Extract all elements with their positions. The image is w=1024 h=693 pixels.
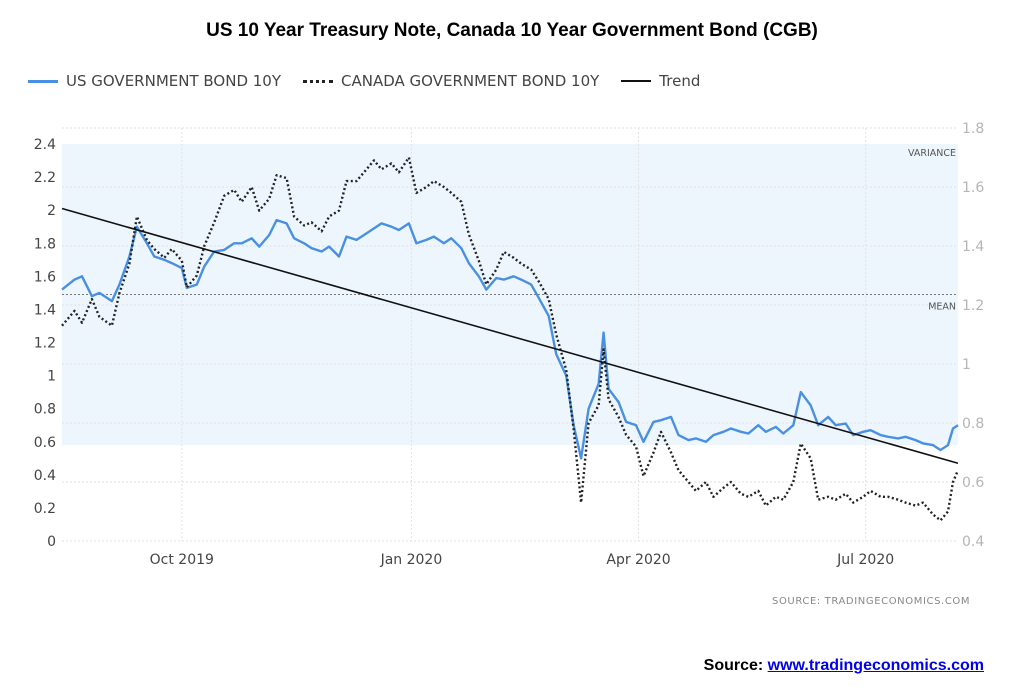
trend-line xyxy=(61,207,959,465)
legend-label-trend: Trend xyxy=(659,72,701,90)
source-attribution: SOURCE: TRADINGECONOMICS.COM xyxy=(772,596,971,607)
y-right-tick-label: 1.8 xyxy=(962,121,984,137)
y-right-tick-label: 1.6 xyxy=(962,180,984,196)
y-right-tick-label: 0.8 xyxy=(962,416,984,432)
legend-item-us[interactable]: US GOVERNMENT BOND 10Y xyxy=(28,72,281,90)
y-left-tick-label: 1.8 xyxy=(34,236,56,252)
y-left-tick-label: 1 xyxy=(47,369,56,385)
variance-annotation: VARIANCE xyxy=(908,148,956,159)
y-right-tick-label: 1.2 xyxy=(962,298,984,314)
y-left-tick-label: 1.2 xyxy=(34,336,56,352)
legend-item-trend[interactable]: Trend xyxy=(621,72,700,90)
x-tick-label: Jan 2020 xyxy=(380,552,443,568)
source-link[interactable]: www.tradingeconomics.com xyxy=(767,657,984,674)
legend-swatch-canada xyxy=(303,79,334,83)
y-left-tick-label: 0.2 xyxy=(34,501,56,517)
source-footer: Source: www.tradingeconomics.com xyxy=(704,657,984,675)
y-right-tick-label: 0.6 xyxy=(962,475,984,491)
y-left-tick-label: 1.4 xyxy=(34,302,56,318)
mean-annotation: MEAN xyxy=(928,302,956,313)
legend-label-canada: CANADA GOVERNMENT BOND 10Y xyxy=(341,72,600,90)
gridlines xyxy=(62,127,958,542)
y-left-tick-label: 0 xyxy=(47,534,56,550)
y-left-tick-label: 2 xyxy=(47,203,56,219)
y-left-tick-label: 1.6 xyxy=(34,269,56,285)
y-right-tick-label: 1.4 xyxy=(962,239,984,255)
y-right-tick-label: 0.4 xyxy=(962,534,984,550)
axis-ticks: 0 0.2 0.4 0.6 0.8 1 1.2 1.4 1.6 1.8 2 2.2 2.4 0.4 0.6 0… xyxy=(34,121,985,568)
legend-swatch-trend xyxy=(621,80,652,82)
y-left-tick-label: 0.6 xyxy=(34,435,56,451)
y-left-tick-label: 2.2 xyxy=(34,170,56,186)
legend-item-canada[interactable]: CANADA GOVERNMENT BOND 10Y xyxy=(303,72,599,90)
legend-label-us: US GOVERNMENT BOND 10Y xyxy=(66,72,282,90)
y-right-tick-label: 1 xyxy=(962,357,971,373)
legend-swatch-us xyxy=(28,79,58,83)
x-tick-label: Oct 2019 xyxy=(150,552,214,568)
series-lines xyxy=(61,156,960,522)
y-left-tick-label: 0.8 xyxy=(34,402,56,418)
x-tick-label: Apr 2020 xyxy=(606,552,670,568)
us-bond-line xyxy=(61,218,959,460)
chart-title: US 10 Year Treasury Note, Canada 10 Year… xyxy=(206,20,818,41)
y-left-tick-label: 0.4 xyxy=(34,468,56,484)
x-tick-label: Jul 2020 xyxy=(836,552,894,568)
source-footer-label: Source: xyxy=(703,657,768,674)
chart-legend: US GOVERNMENT BOND 10Y CANADA GOVERNMENT… xyxy=(28,71,722,91)
y-left-tick-label: 2.4 xyxy=(34,137,56,153)
